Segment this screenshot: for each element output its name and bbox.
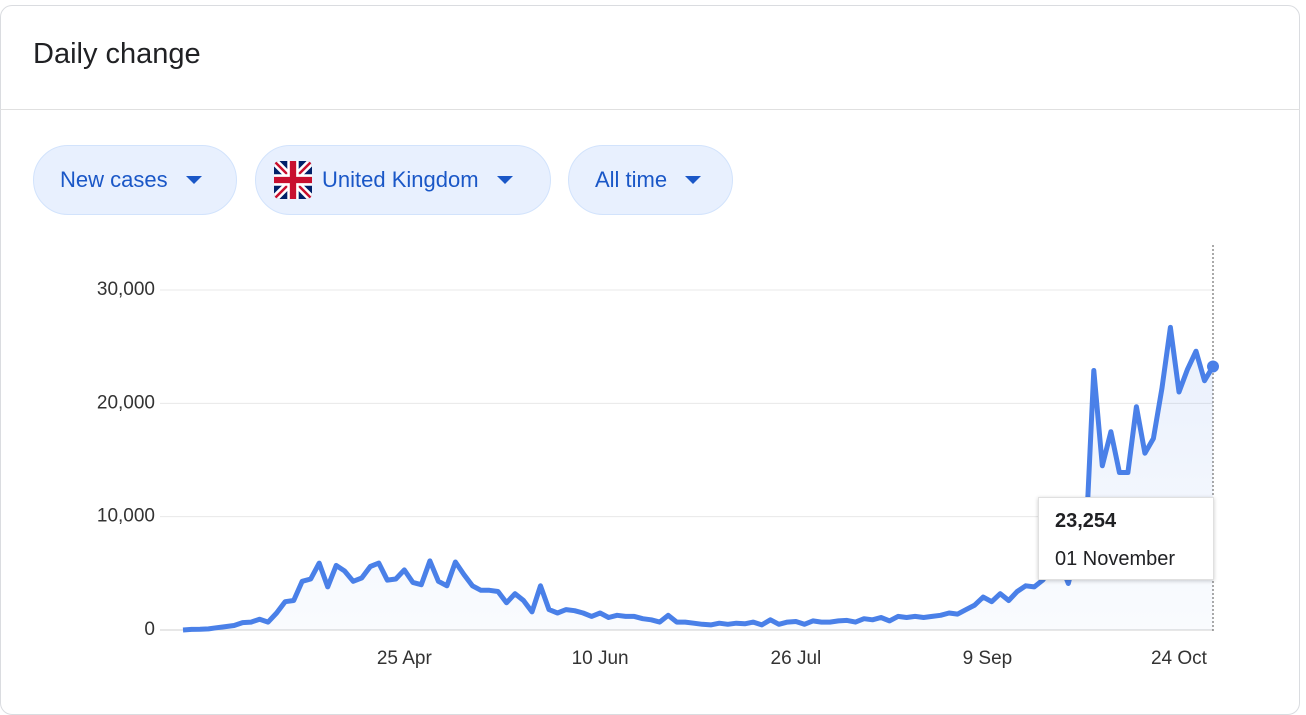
metric-filter[interactable]: New cases — [33, 145, 237, 215]
flag-icon — [274, 161, 312, 199]
y-tick-label: 20,000 — [97, 392, 155, 413]
y-tick-label: 30,000 — [97, 279, 155, 300]
area — [183, 327, 1213, 630]
tooltip: 23,254 01 November — [1038, 497, 1214, 580]
divider — [0, 109, 1300, 110]
region-filter[interactable]: United Kingdom — [255, 145, 551, 215]
dropdown-caret — [185, 176, 202, 184]
x-tick-label: 25 Apr — [377, 648, 433, 669]
x-tick-label: 10 Jun — [572, 648, 629, 669]
tooltip-date: 01 November — [1055, 548, 1176, 570]
range-filter[interactable]: All time — [568, 145, 733, 215]
y-tick-label: 0 — [144, 619, 155, 640]
tooltip-value: 23,254 — [1055, 510, 1117, 532]
filter-label: All time — [595, 167, 668, 192]
dropdown-caret — [685, 176, 702, 184]
hover-point — [1207, 360, 1219, 373]
x-tick-label: 9 Sep — [963, 648, 1013, 669]
x-tick-label: 24 Oct — [1151, 648, 1208, 669]
card-title: Daily change — [33, 38, 201, 70]
dropdown-caret — [496, 176, 513, 184]
filter-label: United Kingdom — [322, 167, 479, 192]
x-tick-label: 26 Jul — [771, 648, 822, 669]
y-tick-label: 10,000 — [97, 506, 155, 527]
line — [182, 324, 1216, 633]
filter-label: New cases — [60, 167, 168, 192]
